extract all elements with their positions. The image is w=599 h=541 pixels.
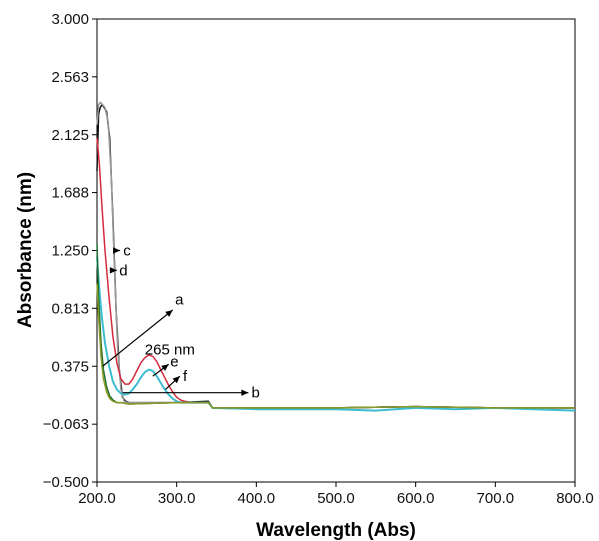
- annotation-label-0: c: [123, 243, 131, 260]
- annotation-arrowhead-0: [113, 247, 121, 254]
- y-tick-label: −0.500: [43, 474, 89, 491]
- y-tick-label: 3.000: [51, 11, 89, 28]
- x-axis-title: Wavelength (Abs): [256, 520, 416, 541]
- annotation-label-5: f: [183, 368, 188, 385]
- y-tick-label: 0.813: [51, 300, 89, 317]
- y-tick-label: 1.688: [51, 185, 89, 202]
- x-tick-label: 500.0: [317, 490, 355, 507]
- x-axis-ticks: 200.0 300.0 400.0 500.0 600.0 700.0 800.0: [78, 482, 594, 507]
- y-tick-label: 2.125: [51, 127, 89, 144]
- y-tick-label: −0.063: [43, 416, 89, 433]
- annotation-label-3: 265 nm: [145, 342, 195, 359]
- annotation-arrowhead-5: [172, 376, 180, 384]
- y-tick-label: 2.563: [51, 69, 89, 86]
- y-tick-label: 0.375: [51, 358, 89, 375]
- series-line-2: [96, 101, 575, 409]
- series-line-1: [96, 104, 575, 409]
- plot-area: [96, 18, 576, 483]
- annotation-label-2: a: [175, 291, 184, 308]
- series-line-5: [96, 243, 575, 409]
- annotation-arrowhead-4: [161, 364, 169, 372]
- series-line-6: [96, 283, 575, 409]
- x-tick-label: 600.0: [397, 490, 435, 507]
- annotation-arrowhead-1: [109, 267, 117, 274]
- annotation-label-6: b: [252, 385, 260, 402]
- x-tick-label: 800.0: [556, 490, 594, 507]
- annotation-arrowhead-2: [165, 310, 173, 317]
- y-axis-title: Absorbance (nm): [15, 172, 36, 328]
- y-tick-label: 1.250: [51, 243, 89, 260]
- series-line-4: [96, 257, 576, 412]
- x-tick-label: 200.0: [78, 490, 116, 507]
- y-axis-ticks: −0.500 −0.063 0.375 0.813 1.250 1.688 2.125 2.5…: [43, 11, 97, 491]
- annotation-label-1: d: [119, 262, 127, 279]
- x-tick-label: 400.0: [238, 490, 276, 507]
- annotation-arrowhead-6: [241, 389, 249, 396]
- x-tick-label: 300.0: [158, 490, 196, 507]
- annotation-arrow-2: [102, 309, 174, 367]
- x-tick-label: 700.0: [477, 490, 515, 507]
- series-line-3: [96, 138, 575, 409]
- annotation-label-4: e: [170, 354, 178, 371]
